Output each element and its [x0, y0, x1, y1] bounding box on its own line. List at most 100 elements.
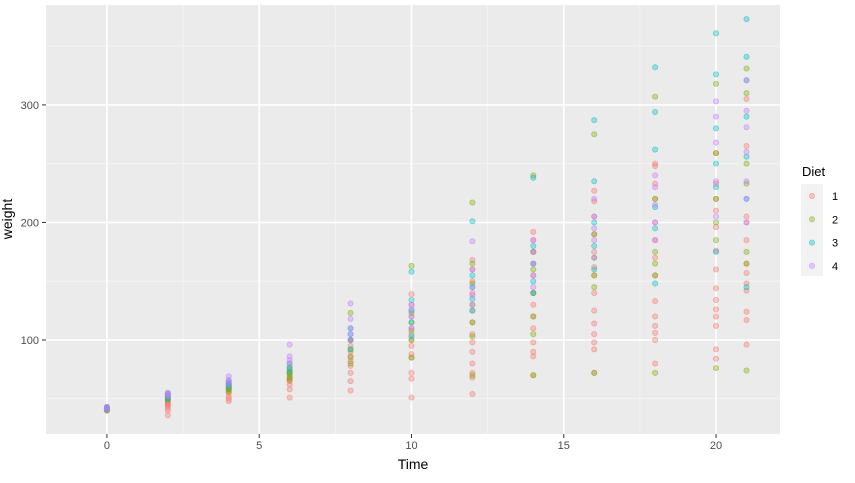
data-point: [469, 348, 476, 355]
data-point: [591, 346, 598, 353]
data-point: [408, 375, 415, 382]
data-point: [530, 272, 537, 279]
data-point: [652, 93, 659, 100]
data-point: [591, 307, 598, 314]
data-point: [347, 369, 354, 376]
data-point: [286, 341, 293, 348]
data-point: [469, 238, 476, 245]
data-point: [713, 80, 720, 87]
legend-label-4: 4: [832, 261, 838, 273]
data-point: [225, 373, 232, 380]
data-point: [713, 355, 720, 362]
data-point: [713, 195, 720, 202]
data-point: [652, 360, 659, 367]
data-point: [591, 331, 598, 338]
data-point: [530, 174, 537, 181]
y-axis-ticks: 100 200 300: [21, 100, 46, 347]
data-point: [713, 213, 720, 220]
data-point: [743, 107, 750, 114]
data-point: [347, 346, 354, 353]
x-tick-label: 20: [710, 440, 722, 452]
data-point: [530, 237, 537, 244]
x-axis-ticks: 0 5 10 15 20: [104, 434, 722, 452]
data-point: [530, 228, 537, 235]
data-point: [743, 96, 750, 103]
data-point: [469, 199, 476, 206]
data-point: [530, 278, 537, 285]
data-point: [408, 291, 415, 298]
data-point: [408, 262, 415, 269]
data-point: [743, 308, 750, 315]
data-point: [347, 387, 354, 394]
data-point: [713, 237, 720, 244]
data-point: [743, 219, 750, 226]
legend-label-2: 2: [832, 214, 838, 226]
data-point: [743, 178, 750, 185]
data-point: [347, 360, 354, 367]
data-point: [530, 372, 537, 379]
data-point: [286, 394, 293, 401]
legend-key-2: [809, 216, 816, 223]
data-point: [591, 369, 598, 376]
data-point: [591, 284, 598, 291]
data-point: [591, 289, 598, 296]
data-point: [743, 16, 750, 23]
data-point: [347, 315, 354, 322]
data-point: [408, 394, 415, 401]
data-point: [652, 313, 659, 320]
data-point: [469, 260, 476, 267]
data-point: [652, 260, 659, 267]
data-point: [713, 125, 720, 132]
data-point: [103, 403, 110, 410]
data-point: [713, 266, 720, 273]
data-point: [591, 213, 598, 220]
data-point: [713, 346, 720, 353]
x-tick-label: 10: [405, 440, 417, 452]
y-tick-label: 100: [21, 335, 39, 347]
data-point: [743, 248, 750, 255]
data-point: [530, 284, 537, 291]
x-tick-label: 0: [104, 440, 110, 452]
data-point: [743, 90, 750, 97]
data-point: [652, 272, 659, 279]
data-point: [713, 150, 720, 157]
legend-label-3: 3: [832, 238, 838, 250]
data-point: [469, 301, 476, 308]
data-point: [469, 333, 476, 340]
legend: Diet 1 2 3 4: [801, 164, 838, 276]
data-point: [469, 266, 476, 273]
data-point: [713, 178, 720, 185]
data-point: [469, 319, 476, 326]
data-point: [408, 325, 415, 332]
data-point: [743, 213, 750, 220]
data-point: [408, 268, 415, 275]
data-point: [530, 325, 537, 332]
data-point: [530, 339, 537, 346]
data-point: [530, 348, 537, 355]
data-point: [591, 187, 598, 194]
data-point: [652, 225, 659, 232]
data-point: [713, 71, 720, 78]
data-point: [591, 178, 598, 185]
data-point: [591, 219, 598, 226]
data-point: [591, 272, 598, 279]
legend-label-1: 1: [832, 191, 838, 203]
data-point: [286, 353, 293, 360]
data-point: [713, 98, 720, 105]
data-point: [652, 298, 659, 305]
data-point: [469, 218, 476, 225]
data-point: [530, 331, 537, 338]
data-point: [530, 242, 537, 249]
data-point: [469, 284, 476, 291]
data-point: [591, 231, 598, 238]
data-point: [743, 148, 750, 155]
data-point: [530, 353, 537, 360]
data-point: [408, 369, 415, 376]
data-point: [652, 108, 659, 115]
data-point: [743, 341, 750, 348]
data-point: [408, 306, 415, 313]
data-point: [713, 113, 720, 120]
data-point: [347, 300, 354, 307]
x-axis-title: Time: [398, 456, 429, 472]
data-point: [347, 378, 354, 385]
